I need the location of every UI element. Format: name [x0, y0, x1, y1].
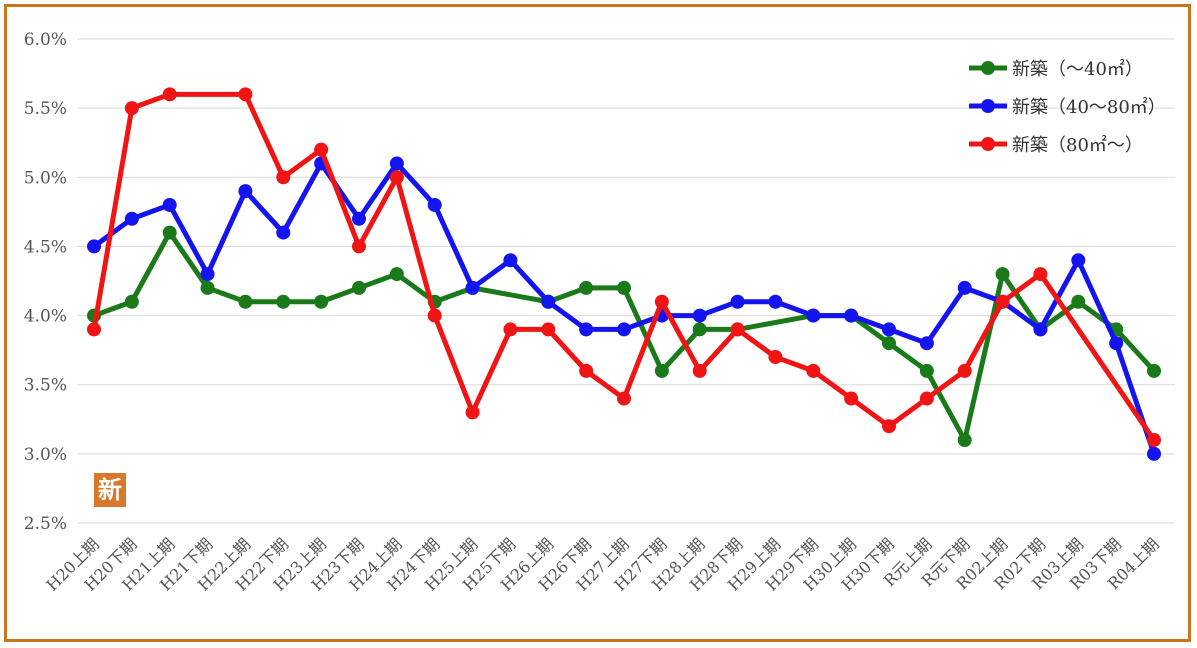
- data-point: [882, 322, 896, 337]
- data-point: [654, 363, 669, 378]
- data-point: [579, 280, 594, 295]
- data-point: [389, 267, 404, 282]
- data-point: [352, 211, 366, 226]
- data-point: [957, 280, 972, 295]
- data-point: [427, 308, 442, 323]
- legend-label: 新築（80㎡～）: [1012, 134, 1143, 156]
- y-tick-label: 2.5%: [24, 514, 67, 534]
- data-point: [882, 419, 896, 434]
- data-point: [124, 294, 139, 309]
- data-point: [806, 363, 821, 378]
- data-point: [692, 363, 707, 378]
- data-point: [1109, 336, 1124, 351]
- data-point: [276, 294, 291, 309]
- data-point: [276, 225, 291, 240]
- series-2: [87, 156, 1161, 461]
- data-point: [465, 280, 480, 295]
- y-axis: 2.5% 3.0% 3.5% 4.0% 4.5% 5.0% 5.5% 6.0%: [24, 30, 67, 534]
- data-point: [617, 280, 631, 295]
- data-point: [844, 391, 859, 406]
- x-axis: H20上期H20下期H21上期H21下期H22上期H22下期H23上期H23下期…: [42, 534, 1162, 594]
- data-point: [503, 322, 518, 337]
- data-point: [238, 184, 253, 199]
- data-point: [389, 156, 404, 171]
- data-point: [1147, 433, 1161, 448]
- data-point: [995, 267, 1010, 282]
- data-point: [768, 350, 783, 365]
- data-point: [352, 280, 366, 295]
- legend-swatch-point: [981, 99, 995, 113]
- data-point: [919, 336, 934, 351]
- data-point: [389, 170, 404, 185]
- data-point: [844, 308, 859, 323]
- data-point: [541, 294, 556, 309]
- data-point: [1071, 253, 1086, 268]
- series-group: [87, 87, 1161, 461]
- y-tick-label: 3.0%: [24, 445, 67, 465]
- legend-label: 新築（40～80㎡）: [1012, 96, 1166, 118]
- legend-label: 新築（～40㎡）: [1012, 58, 1143, 80]
- data-point: [503, 253, 518, 268]
- data-point: [124, 101, 139, 116]
- data-point: [692, 322, 707, 337]
- data-point: [465, 405, 480, 420]
- series-line: [91, 91, 1157, 442]
- legend-swatch-point: [981, 137, 995, 151]
- data-point: [238, 87, 253, 102]
- data-point: [617, 322, 631, 337]
- data-point: [806, 308, 821, 323]
- data-point: [87, 239, 101, 254]
- chart-frame: 2.5% 3.0% 3.5% 4.0% 4.5% 5.0% 5.5% 6.0% H20上期 H2…: [4, 4, 1191, 642]
- new-badge: 新: [94, 473, 126, 507]
- data-point: [124, 211, 139, 226]
- legend: 新築（～40㎡） 新築（40～80㎡） 新築（80㎡～）: [969, 58, 1166, 156]
- data-point: [200, 267, 215, 282]
- data-point: [200, 280, 215, 295]
- data-point: [617, 391, 631, 406]
- data-point: [238, 294, 253, 309]
- data-point: [730, 322, 745, 337]
- data-point: [162, 87, 177, 102]
- data-point: [654, 294, 669, 309]
- y-tick-label: 5.5%: [24, 99, 67, 119]
- data-point: [276, 170, 291, 185]
- y-tick-label: 4.0%: [24, 307, 67, 327]
- data-point: [314, 294, 329, 309]
- data-point: [1033, 267, 1048, 282]
- data-point: [919, 391, 934, 406]
- data-point: [730, 294, 745, 309]
- data-point: [768, 294, 783, 309]
- data-point: [957, 363, 972, 378]
- data-point: [1147, 446, 1161, 461]
- y-tick-label: 3.5%: [24, 376, 67, 396]
- y-tick-label: 5.0%: [24, 168, 67, 188]
- data-point: [1071, 294, 1086, 309]
- data-point: [352, 239, 366, 254]
- data-point: [995, 294, 1010, 309]
- data-point: [1033, 322, 1048, 337]
- data-point: [427, 197, 442, 212]
- data-point: [579, 322, 594, 337]
- data-point: [957, 433, 972, 448]
- data-point: [882, 336, 896, 351]
- y-tick-label: 6.0%: [24, 30, 67, 50]
- data-point: [162, 197, 177, 212]
- y-tick-label: 4.5%: [24, 237, 67, 257]
- series-3: [87, 87, 1161, 448]
- data-point: [692, 308, 707, 323]
- data-point: [541, 322, 556, 337]
- line-chart: 2.5% 3.0% 3.5% 4.0% 4.5% 5.0% 5.5% 6.0% H20上期H2…: [24, 30, 1175, 595]
- data-point: [1147, 363, 1161, 378]
- gridlines: [77, 38, 1175, 524]
- legend-swatch-point: [981, 61, 995, 75]
- data-point: [87, 322, 101, 337]
- data-point: [162, 225, 177, 240]
- data-point: [919, 363, 934, 378]
- data-point: [314, 142, 329, 157]
- data-point: [579, 363, 594, 378]
